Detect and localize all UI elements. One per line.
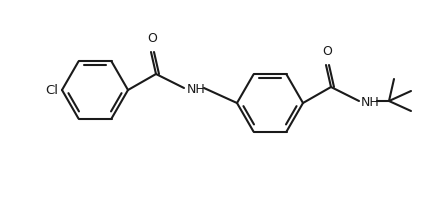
- Text: O: O: [147, 32, 157, 45]
- Text: NH: NH: [187, 83, 206, 95]
- Text: O: O: [322, 45, 332, 58]
- Text: NH: NH: [361, 95, 380, 109]
- Text: Cl: Cl: [45, 84, 58, 96]
